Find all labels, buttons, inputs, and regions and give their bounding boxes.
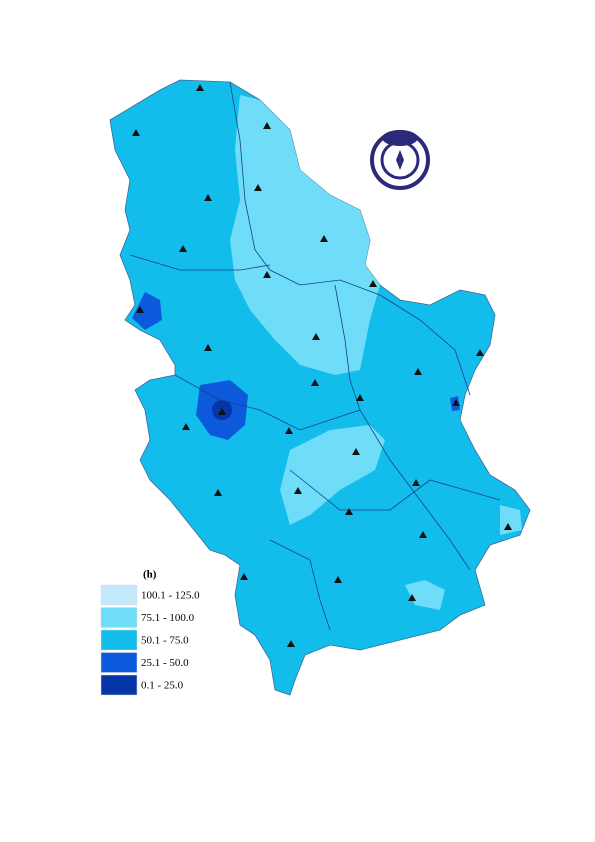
station (182, 423, 190, 430)
station (504, 523, 512, 530)
station (408, 594, 416, 601)
river (229, 81, 471, 396)
river (334, 284, 471, 571)
station (263, 122, 271, 129)
rivers (129, 81, 501, 631)
station (311, 379, 319, 386)
station (204, 344, 212, 351)
station (196, 84, 204, 91)
region-75-100 (280, 425, 385, 525)
river (289, 469, 501, 511)
river (269, 539, 331, 631)
legend-title: (h) (143, 569, 157, 581)
river (174, 374, 361, 431)
river (129, 254, 271, 271)
legend-swatch (100, 674, 138, 696)
legend: (h) 100.1 - 125.0 75.1 - 100.0 50.1 - 75.0… (100, 569, 200, 696)
region-25-50 (132, 292, 162, 330)
stations (132, 84, 512, 647)
legend-swatch (100, 607, 138, 628)
legend-swatch (100, 584, 138, 606)
legend-label: 0.1 - 25.0 (141, 680, 184, 692)
logo (370, 130, 430, 190)
station (254, 184, 262, 191)
region-75-100 (230, 95, 380, 375)
station (352, 448, 360, 455)
region-50-75 (109, 79, 531, 696)
station (294, 487, 302, 494)
station (320, 235, 328, 242)
region-75-100 (405, 580, 445, 610)
station (356, 394, 364, 401)
station (334, 576, 342, 583)
station (132, 129, 140, 136)
station (419, 531, 427, 538)
station (414, 368, 422, 375)
station (204, 194, 212, 201)
station (345, 508, 353, 515)
station (179, 245, 187, 252)
station (240, 573, 248, 580)
legend-label: 25.1 - 50.0 (141, 657, 189, 669)
station (412, 479, 420, 486)
station (476, 349, 484, 356)
station (136, 306, 144, 313)
station (263, 271, 271, 278)
station (369, 280, 377, 287)
station (214, 489, 222, 496)
station (285, 427, 293, 434)
country (109, 79, 531, 696)
station (287, 640, 295, 647)
legend-label: 75.1 - 100.0 (141, 612, 195, 624)
legend-swatch (100, 629, 138, 651)
station (452, 399, 460, 406)
legend-label: 50.1 - 75.0 (141, 635, 189, 647)
station (218, 408, 226, 415)
legend-label: 100.1 - 125.0 (141, 590, 200, 602)
station (312, 333, 320, 340)
legend-swatch (100, 652, 138, 673)
